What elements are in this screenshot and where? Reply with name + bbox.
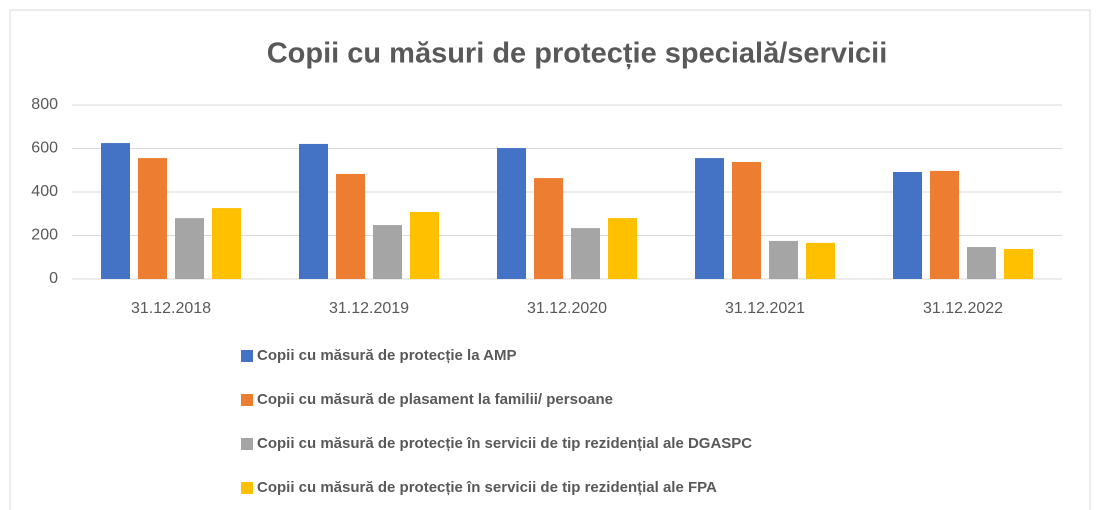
bar [212,208,241,279]
bar [806,242,835,279]
bar [373,225,402,279]
y-tick-label: 0 [49,270,58,287]
legend-swatch [241,482,253,494]
legend-label: Copii cu măsură de plasament la familii/… [257,391,613,408]
legend-label: Copii cu măsură de protecție în servicii… [257,479,717,496]
bar [967,247,996,279]
y-tick-label: 600 [31,140,58,157]
legend-label: Copii cu măsură de protecție la AMP [257,347,517,364]
chart-border [9,9,1091,510]
x-tick-label: 31.12.2019 [329,300,409,317]
chart-title: Copii cu măsuri de protecție specială/se… [267,38,888,70]
bar [534,178,563,279]
y-tick-label: 200 [31,227,58,244]
bar [695,158,724,279]
y-tick-label: 400 [31,183,58,200]
bar [930,170,959,279]
x-tick-label: 31.12.2022 [923,300,1003,317]
x-tick-label: 31.12.2018 [131,300,211,317]
bar [101,143,130,279]
y-tick-label: 800 [31,96,58,113]
bar [497,148,526,279]
bar [336,173,365,279]
bar [571,228,600,279]
bar [1004,248,1033,279]
bar [175,218,204,279]
legend-label: Copii cu măsură de protecție în servicii… [257,435,752,452]
x-tick-label: 31.12.2020 [527,300,607,317]
bar [138,158,167,279]
bar [769,240,798,279]
bar [893,171,922,279]
bar [608,218,637,279]
legend-swatch [241,350,253,362]
legend-swatch [241,394,253,406]
legend-swatch [241,438,253,450]
bar [732,161,761,279]
bar [410,212,439,279]
bar [299,143,328,279]
x-tick-label: 31.12.2021 [725,300,805,317]
